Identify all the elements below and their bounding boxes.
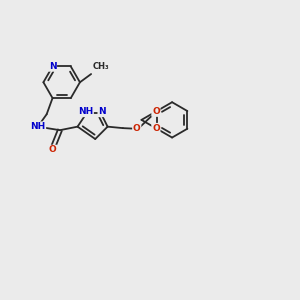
Text: NH: NH xyxy=(78,107,93,116)
Text: NH: NH xyxy=(30,122,45,131)
Text: CH₃: CH₃ xyxy=(93,62,109,71)
Text: O: O xyxy=(49,146,56,154)
Text: O: O xyxy=(152,124,160,133)
Text: O: O xyxy=(133,124,141,133)
Text: N: N xyxy=(49,62,56,71)
Text: O: O xyxy=(152,107,160,116)
Text: N: N xyxy=(98,107,106,116)
